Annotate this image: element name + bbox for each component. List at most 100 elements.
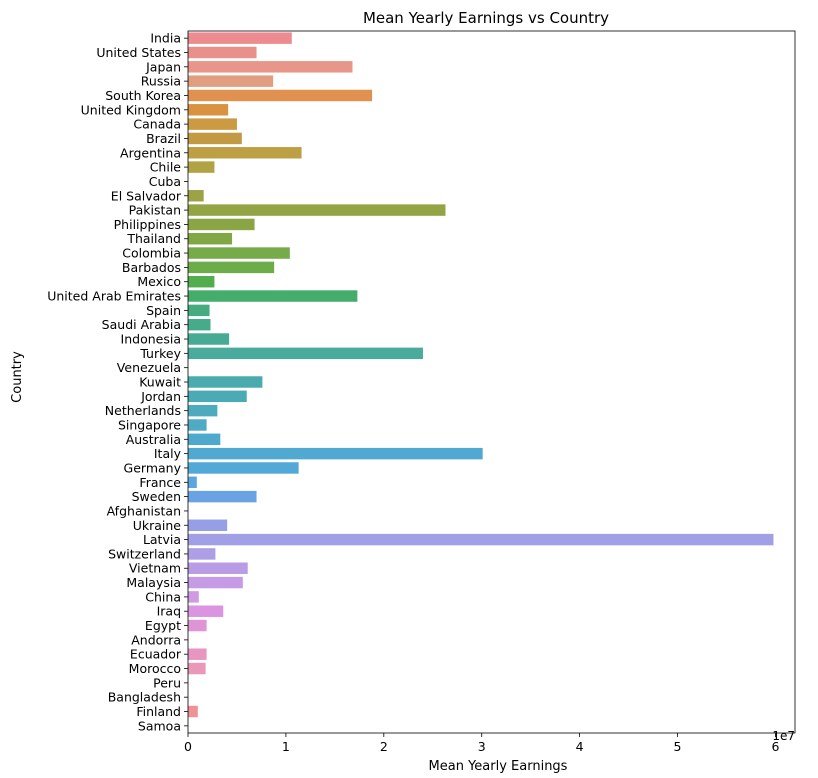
- y-tick-label: Singapore: [118, 417, 181, 432]
- y-tick-label: Pakistan: [129, 203, 181, 218]
- y-tick-label: Australia: [126, 432, 181, 447]
- y-tick-label: Vietnam: [129, 561, 181, 576]
- y-tick-label: Ecuador: [130, 647, 182, 662]
- y-tick-label: Barbados: [122, 260, 181, 275]
- x-tick-label: 5: [674, 739, 682, 754]
- y-tick-label: Saudi Arabia: [102, 317, 181, 332]
- bar: [188, 605, 224, 617]
- y-tick-label: Mexico: [137, 274, 181, 289]
- y-tick-label: Ukraine: [133, 518, 182, 533]
- bar: [188, 591, 199, 603]
- bar: [188, 490, 257, 503]
- bar: [188, 705, 198, 718]
- bar: [188, 548, 216, 560]
- bar: [188, 576, 243, 589]
- y-tick-label: Sweden: [132, 489, 181, 504]
- y-tick-label: Germany: [124, 460, 182, 475]
- y-tick-label: Andorra: [131, 632, 181, 647]
- y-tick-label: Italy: [154, 446, 182, 461]
- x-axis-label: Mean Yearly Earnings: [429, 759, 568, 774]
- y-tick-label: Indonesia: [121, 332, 181, 347]
- y-tick-label: Argentina: [120, 145, 181, 160]
- y-tick-label: China: [145, 589, 181, 604]
- bar: [188, 433, 221, 446]
- y-tick-label: El Salvador: [111, 188, 182, 203]
- y-tick-label: Egypt: [145, 618, 181, 633]
- bar: [188, 161, 215, 173]
- bar: [188, 190, 204, 202]
- y-tick-label: Afghanistan: [107, 503, 181, 518]
- y-tick-label: Venezuela: [117, 360, 181, 375]
- x-offset-label: 1e7: [772, 729, 795, 743]
- bar: [188, 247, 290, 259]
- bar: [188, 333, 230, 345]
- bar: [188, 404, 218, 417]
- bar: [188, 304, 210, 317]
- y-tick-label: Samoa: [138, 718, 181, 733]
- bar: [188, 290, 358, 302]
- bar: [188, 204, 446, 216]
- y-tick-label: Malaysia: [126, 575, 181, 590]
- y-tick-label: Netherlands: [105, 403, 181, 418]
- y-tick-label: Cuba: [149, 174, 181, 189]
- bar: [188, 390, 247, 403]
- bar: [188, 275, 215, 288]
- x-ticks: 0 1 2 3 4 5 6: [184, 733, 779, 754]
- x-tick-label: 1: [282, 739, 290, 754]
- y-tick-label: Turkey: [139, 346, 181, 361]
- x-tick-label: 4: [576, 739, 584, 754]
- y-tick-label: Finland: [136, 704, 181, 719]
- y-tick-label: Bangladesh: [108, 690, 181, 705]
- y-tick-label: Russia: [141, 74, 181, 89]
- x-tick-label: 0: [184, 739, 192, 754]
- axes-spine: [187, 30, 796, 734]
- bar: [188, 462, 299, 474]
- bar: [188, 662, 206, 675]
- y-tick-label: Philippines: [114, 217, 181, 232]
- bar: [188, 104, 229, 116]
- y-tick-label: Brazil: [146, 131, 181, 146]
- y-tick-label: Switzerland: [108, 546, 181, 561]
- bar: [188, 89, 373, 102]
- y-axis-label: Country: [10, 351, 25, 403]
- y-tick-label: Kuwait: [139, 375, 181, 390]
- plot-frame: [187, 30, 796, 734]
- bar: [188, 118, 237, 130]
- y-tick-label: India: [150, 31, 181, 46]
- bar: [188, 476, 197, 489]
- y-tick-label: Colombia: [122, 246, 181, 261]
- bar: [188, 218, 255, 231]
- y-tick-label: Morocco: [129, 661, 181, 676]
- bar: [188, 347, 423, 360]
- x-tick-label: 6: [771, 739, 779, 754]
- x-tick-label: 2: [380, 739, 388, 754]
- bar: [188, 233, 233, 245]
- x-tick-label: 3: [478, 739, 486, 754]
- bar: [188, 261, 275, 274]
- y-tick-label: Thailand: [126, 231, 181, 246]
- bar: [188, 419, 207, 431]
- y-tick-label: Peru: [153, 675, 181, 690]
- y-tick-label: Latvia: [143, 532, 181, 547]
- bars-group: [188, 32, 774, 718]
- bar: [188, 132, 242, 145]
- bar: [188, 46, 257, 59]
- bar: [188, 318, 211, 331]
- bar: [188, 32, 292, 44]
- y-tick-label: Japan: [145, 59, 181, 74]
- y-tick-label: United Kingdom: [81, 102, 181, 117]
- y-tick-label: Jordan: [140, 389, 181, 404]
- y-tick-label: Chile: [150, 160, 182, 175]
- bar: [188, 61, 353, 73]
- y-tick-label: Canada: [133, 117, 181, 132]
- bar: [188, 75, 274, 87]
- chart-title: Mean Yearly Earnings vs Country: [363, 9, 609, 27]
- bar: [188, 533, 774, 546]
- bar: [188, 619, 207, 632]
- y-tick-label: France: [139, 475, 181, 490]
- y-tick-label: United States: [96, 45, 181, 60]
- y-tick-label: South Korea: [105, 88, 181, 103]
- bar: [188, 376, 263, 388]
